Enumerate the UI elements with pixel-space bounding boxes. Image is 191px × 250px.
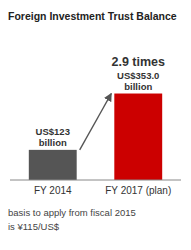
arrow [80, 94, 112, 150]
annotation: 2.9 times [111, 55, 165, 69]
data-label: US$353.0billion [117, 70, 159, 92]
chart: Foreign Investment Trust Balance FY 2014 F… [0, 0, 191, 250]
chart-container: Foreign Investment Trust Balance FY 2014 F… [0, 0, 191, 250]
data-label: US$123billion [36, 126, 70, 148]
footnote: basis to apply from fiscal 2015 [8, 207, 136, 218]
data-label-line: billion [39, 137, 67, 148]
data-label-line: billion [124, 81, 152, 92]
bar [114, 94, 162, 180]
data-label-line: US$353.0 [117, 70, 159, 81]
category-label: FY 2014 [34, 185, 72, 196]
baseline [10, 180, 181, 181]
bars [29, 94, 162, 180]
category-label: FY 2017 (plan) [105, 185, 171, 196]
bar [29, 150, 77, 180]
title: Foreign Investment Trust Balance [8, 10, 177, 22]
footnote: is ¥115/US$ [8, 221, 60, 232]
data-label-line: US$123 [36, 126, 70, 137]
